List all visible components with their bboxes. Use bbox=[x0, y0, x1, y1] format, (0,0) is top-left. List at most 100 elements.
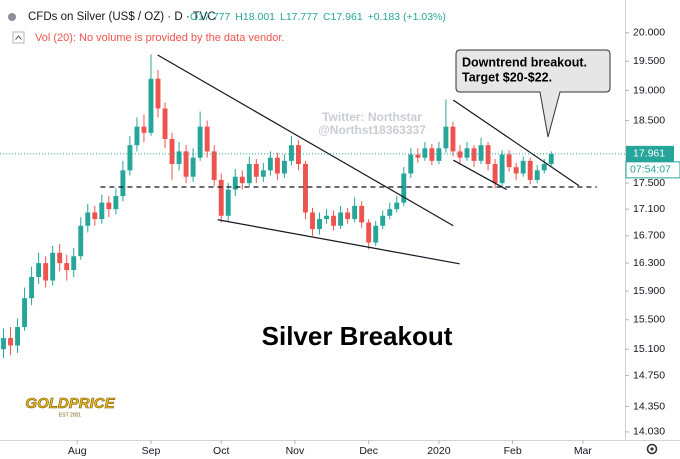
settings-gear bbox=[646, 443, 658, 455]
y-tick-label: 14.350 bbox=[633, 400, 665, 412]
candle-body bbox=[197, 126, 203, 158]
candle-body bbox=[436, 148, 442, 161]
candle-body bbox=[232, 176, 238, 190]
candle-body bbox=[492, 163, 498, 184]
y-tick-label: 15.500 bbox=[633, 314, 665, 326]
candle-body bbox=[148, 78, 154, 133]
candle-body bbox=[225, 189, 231, 216]
candle-body bbox=[541, 163, 547, 171]
candle-body bbox=[204, 126, 210, 152]
candle-body bbox=[239, 176, 245, 184]
candle-body bbox=[471, 148, 477, 161]
trend-line bbox=[453, 159, 507, 191]
candle-body bbox=[141, 126, 147, 133]
y-tick-label: 19.000 bbox=[633, 84, 665, 96]
candle-body bbox=[380, 215, 386, 226]
countdown-box bbox=[625, 161, 680, 179]
candle-body bbox=[274, 157, 280, 174]
candle-body bbox=[190, 157, 196, 177]
candle-body bbox=[464, 148, 470, 158]
candle-body bbox=[29, 277, 35, 299]
candle-body bbox=[352, 205, 358, 220]
x-tick-label: Feb bbox=[504, 445, 522, 457]
candle-body bbox=[176, 151, 182, 164]
x-tick-label: Nov bbox=[286, 445, 305, 457]
candle-body bbox=[92, 212, 98, 220]
candle-body bbox=[211, 151, 217, 180]
logo-sub: EST 2001 bbox=[59, 412, 81, 418]
y-tick-label: 16.300 bbox=[633, 257, 665, 269]
y-tick-label: 16.700 bbox=[633, 230, 665, 242]
candle-body bbox=[548, 153, 554, 164]
candle-body bbox=[267, 157, 273, 171]
y-tick-label: 14.750 bbox=[633, 369, 665, 381]
annotation: Target $20-$22. bbox=[462, 70, 552, 84]
x-tick-label: Oct bbox=[213, 445, 229, 457]
candle-body bbox=[134, 126, 140, 146]
y-tick-label: 18.500 bbox=[633, 114, 665, 126]
symbol-title: CFDs on Silver (US$ / OZ) · D · TVC bbox=[28, 11, 216, 23]
candle-body bbox=[162, 108, 168, 139]
candle-body bbox=[78, 225, 84, 257]
candle-body bbox=[64, 263, 70, 271]
candle-body bbox=[506, 154, 512, 168]
symbol-icon[interactable] bbox=[8, 13, 16, 21]
legend-value: +0.183 (+1.03%) bbox=[368, 11, 446, 23]
candle-body bbox=[169, 138, 175, 164]
legend-value: H18.001 bbox=[235, 11, 275, 23]
candle-body bbox=[387, 209, 393, 216]
logo: GOLDPRICE bbox=[25, 395, 115, 412]
candle-body bbox=[303, 163, 308, 213]
price-tag-box bbox=[626, 145, 674, 162]
candle-body bbox=[317, 219, 322, 230]
watermark: Twitter: Northstar bbox=[322, 110, 422, 124]
candle-body bbox=[401, 173, 407, 203]
candle-body bbox=[373, 225, 379, 243]
candle-body bbox=[288, 145, 294, 161]
settings-icon[interactable] bbox=[646, 443, 658, 455]
annotation: Downtrend breakout. bbox=[462, 55, 587, 69]
candle-body bbox=[43, 263, 49, 281]
candle-body bbox=[253, 163, 259, 177]
y-tick-label: 17.500 bbox=[633, 177, 665, 189]
candle-body bbox=[295, 145, 301, 164]
candle-body bbox=[218, 179, 224, 216]
x-tick-label: Mar bbox=[574, 445, 593, 457]
candle-body bbox=[457, 151, 463, 158]
candle-body bbox=[338, 212, 344, 226]
candle-body bbox=[246, 163, 252, 184]
trend-line bbox=[452, 99, 580, 187]
candle-body bbox=[99, 202, 105, 220]
x-tick-label: Sep bbox=[142, 445, 161, 457]
candle-body bbox=[394, 202, 400, 210]
volume-note: Vol (20): No volume is provided by the d… bbox=[35, 32, 284, 44]
candle-body bbox=[331, 215, 337, 226]
candle-body bbox=[415, 154, 421, 158]
candle-body bbox=[57, 252, 63, 264]
legend-value: L17.777 bbox=[280, 11, 318, 23]
collapse-button[interactable] bbox=[12, 31, 25, 44]
x-tick-label: Aug bbox=[68, 445, 87, 457]
y-tick-label: 20.000 bbox=[633, 27, 665, 39]
candle-body bbox=[499, 154, 505, 184]
candle-body bbox=[15, 327, 21, 346]
candle-body bbox=[513, 167, 519, 174]
candle-body bbox=[106, 202, 112, 210]
candle-body bbox=[183, 151, 189, 177]
price-tag-label: 17.961 bbox=[633, 148, 665, 160]
legend-value: O17.777 bbox=[190, 11, 230, 23]
candle-body bbox=[22, 298, 28, 328]
candle-body bbox=[155, 78, 161, 109]
y-tick-label: 14.030 bbox=[633, 426, 665, 438]
chart-title: Silver Breakout bbox=[262, 321, 453, 351]
candle-body bbox=[345, 212, 351, 220]
candle-body bbox=[520, 160, 526, 174]
collapse-icon bbox=[15, 35, 22, 40]
y-tick-label: 19.500 bbox=[633, 55, 665, 67]
candle-body bbox=[127, 145, 133, 171]
candle-body bbox=[8, 338, 13, 346]
candle-body bbox=[120, 170, 126, 197]
candle-body bbox=[260, 170, 266, 177]
candle-body bbox=[422, 148, 428, 158]
candle-body bbox=[50, 252, 56, 281]
